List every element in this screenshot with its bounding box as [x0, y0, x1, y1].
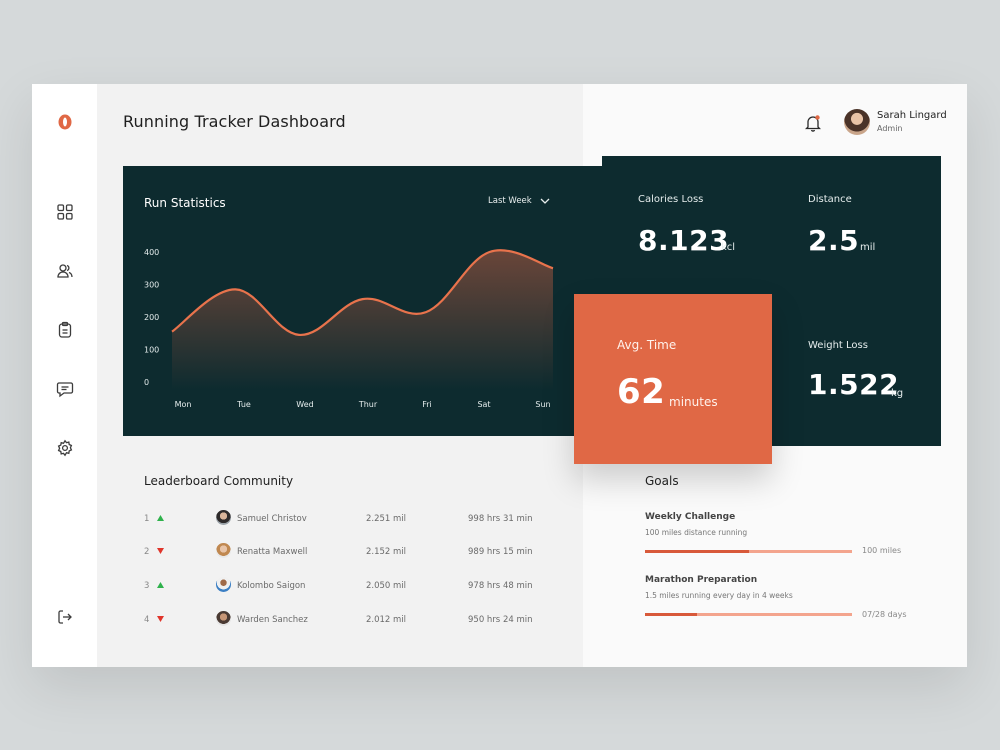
- leaderboard-row[interactable]: 1 Samuel Christov 2.251 mil 998 hrs 31 m…: [144, 509, 564, 529]
- runner-time: 950 hrs 24 min: [468, 615, 533, 625]
- leaderboard-row[interactable]: 4 Warden Sanchez 2.012 mil 950 hrs 24 mi…: [144, 610, 564, 630]
- goal-description: 1.5 miles running every day in 4 weeks: [645, 591, 793, 600]
- x-tick-label: Thur: [358, 400, 378, 409]
- avatar: [216, 543, 231, 558]
- distance-value: 2.5: [808, 224, 860, 257]
- chart-title: Run Statistics: [144, 196, 226, 210]
- runner-distance: 2.251 mil: [366, 514, 407, 524]
- goal-progress-fill: [645, 613, 697, 616]
- runner-time: 989 hrs 15 min: [468, 547, 533, 557]
- run-chart: 0 100 200 300 400 Mon Tue Wed Thur Fri Sat Sun: [144, 248, 554, 409]
- calories-value: 8.123: [638, 224, 730, 257]
- y-tick-label: 300: [144, 281, 159, 290]
- y-tick-label: 400: [144, 248, 159, 257]
- goal-description: 100 miles distance running: [645, 528, 748, 537]
- logo-icon[interactable]: [58, 114, 72, 130]
- avatar: [216, 611, 231, 626]
- trend-up-icon: [157, 582, 164, 588]
- runner-name: Kolombo Saigon: [237, 581, 306, 591]
- goal-target: 100 miles: [862, 546, 902, 555]
- x-tick-label: Mon: [175, 400, 192, 409]
- chart-area: [172, 250, 553, 390]
- runner-distance: 2.012 mil: [366, 615, 407, 625]
- trend-up-icon: [157, 515, 164, 521]
- goals-title: Goals: [645, 474, 679, 488]
- goal-title: Weekly Challenge: [645, 512, 736, 522]
- rank: 1: [144, 514, 150, 524]
- sidebar: [32, 84, 97, 667]
- distance-unit: mil: [860, 242, 876, 253]
- user-name: Sarah Lingard: [877, 110, 947, 121]
- calories-label: Calories Loss: [638, 194, 704, 205]
- goal-target: 07/28 days: [862, 610, 907, 619]
- distance-label: Distance: [808, 194, 852, 205]
- y-tick-label: 0: [144, 378, 149, 387]
- user-role: Admin: [877, 124, 903, 133]
- weight-value: 1.522: [808, 368, 900, 401]
- range-dropdown[interactable]: Last Week: [488, 196, 550, 206]
- range-label: Last Week: [488, 196, 532, 206]
- goal-progress-bar: [645, 550, 852, 553]
- leaderboard-row[interactable]: 3 Kolombo Saigon 2.050 mil 978 hrs 48 mi…: [144, 576, 564, 596]
- user-avatar[interactable]: [844, 109, 870, 135]
- chat-icon[interactable]: [56, 380, 74, 398]
- goal-progress-bar: [645, 613, 852, 616]
- avg-time-card: Avg. Time 62 minutes: [574, 294, 772, 464]
- weight-label: Weight Loss: [808, 340, 868, 351]
- avatar: [216, 577, 231, 592]
- leaderboard-title: Leaderboard Community: [144, 474, 294, 488]
- runner-name: Samuel Christov: [237, 514, 307, 524]
- y-tick-label: 100: [144, 346, 159, 355]
- goal-title: Marathon Preparation: [645, 575, 758, 585]
- gear-icon[interactable]: [56, 439, 74, 457]
- leaderboard-row[interactable]: 2 Renatta Maxwell 2.152 mil 989 hrs 15 m…: [144, 542, 564, 562]
- bell-icon[interactable]: [805, 114, 821, 132]
- rank: 4: [144, 615, 150, 625]
- run-statistics-card: Run Statistics Last Week 0 100 200 300 400 Mo…: [123, 166, 603, 436]
- goal-progress-fill: [645, 550, 749, 553]
- weight-unit: kg: [891, 388, 904, 399]
- runner-name: Warden Sanchez: [237, 615, 308, 625]
- users-icon[interactable]: [56, 262, 74, 280]
- runner-time: 998 hrs 31 min: [468, 514, 533, 524]
- avg-time-label: Avg. Time: [617, 338, 677, 352]
- clipboard-icon[interactable]: [56, 321, 74, 339]
- chevron-down-icon: [540, 198, 550, 204]
- y-tick-label: 200: [144, 313, 159, 322]
- runner-time: 978 hrs 48 min: [468, 581, 533, 591]
- calories-unit: kcl: [721, 242, 736, 253]
- avatar: [216, 510, 231, 525]
- x-tick-label: Fri: [422, 400, 432, 409]
- runner-distance: 2.050 mil: [366, 581, 407, 591]
- runner-distance: 2.152 mil: [366, 547, 407, 557]
- chart-line: [171, 249, 554, 336]
- grid-icon[interactable]: [56, 203, 74, 221]
- x-tick-label: Wed: [296, 400, 313, 409]
- avg-time-value: 62: [617, 372, 666, 412]
- avg-time-unit: minutes: [669, 395, 718, 409]
- x-tick-label: Tue: [236, 400, 251, 409]
- x-tick-label: Sat: [477, 400, 490, 409]
- dashboard-window: Running Tracker Dashboard Sarah Lingard …: [32, 84, 967, 667]
- trend-down-icon: [157, 548, 164, 554]
- page-title: Running Tracker Dashboard: [123, 112, 346, 131]
- rank: 2: [144, 547, 150, 557]
- runner-name: Renatta Maxwell: [237, 547, 308, 557]
- logout-icon[interactable]: [56, 608, 74, 626]
- x-tick-label: Sun: [535, 400, 550, 409]
- rank: 3: [144, 581, 150, 591]
- trend-down-icon: [157, 616, 164, 622]
